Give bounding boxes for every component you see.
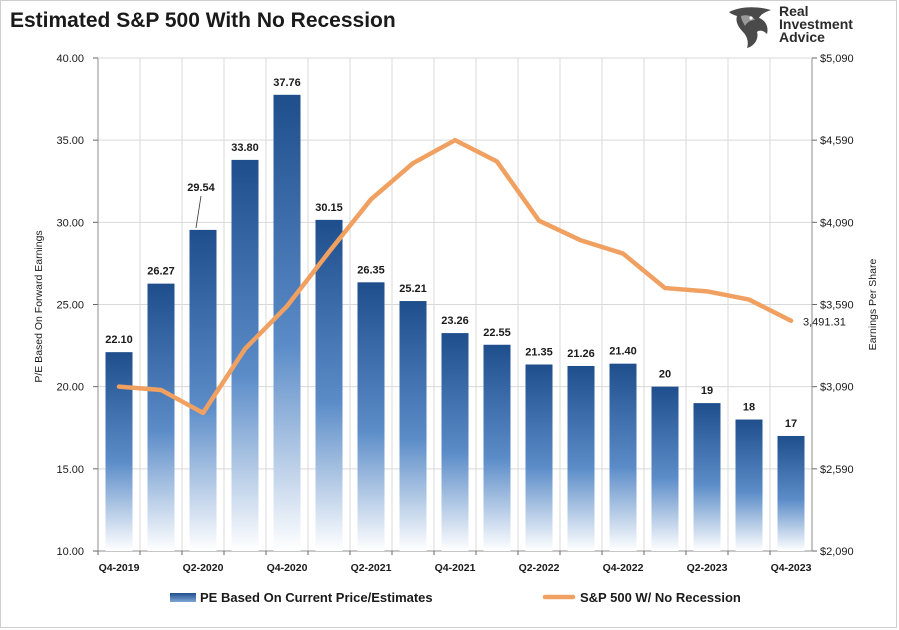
pe-bar — [315, 219, 343, 551]
y-tick-label: 40.00 — [56, 53, 84, 65]
bar-data-labels: 22.10 26.27 29.54 33.80 37.76 30.15 26.35 25.21… — [105, 77, 797, 430]
pe-bar — [483, 344, 511, 551]
sp500-line — [116, 137, 794, 416]
bar-data-label: 21.35 — [525, 346, 553, 358]
data-label-leader — [195, 195, 202, 228]
bar-data-label: 26.35 — [357, 264, 385, 276]
legend: PE Based On Current Price/Estimates S&P 5… — [170, 590, 741, 605]
x-tick-label: Q2-2023 — [687, 562, 728, 574]
bar-data-label: 23.26 — [441, 315, 469, 327]
pe-bar — [105, 352, 133, 551]
y-tick-label: 30.00 — [56, 217, 84, 229]
bar-data-label: 22.10 — [105, 334, 133, 346]
pe-bar — [567, 365, 595, 551]
bar-data-label: 26.27 — [147, 266, 175, 278]
x-tick-label: Q4-2022 — [603, 562, 644, 574]
brand-logo: Real Investment Advice — [727, 4, 887, 50]
pe-bar — [735, 419, 763, 551]
bar-data-label: 37.76 — [273, 77, 301, 89]
x-tick-label: Q2-2022 — [519, 562, 560, 574]
x-tick-label: Q2-2020 — [183, 562, 224, 574]
axes: 10.00 15.00 20.00 25.00 30.00 35.00 40.00 $2,09… — [33, 53, 879, 574]
y-tick-label: 20.00 — [56, 382, 84, 394]
bar-data-label: 29.54 — [187, 182, 215, 194]
line-end-label: 3,491.31 — [803, 317, 846, 329]
pe-bar — [693, 403, 721, 551]
legend-line-label: S&P 500 W/ No Recession — [580, 590, 741, 605]
x-tick-label: Q4-2019 — [99, 562, 140, 574]
bar-data-label: 17 — [785, 418, 797, 430]
legend-bar-label: PE Based On Current Price/Estimates — [200, 590, 433, 605]
bar-data-label: 19 — [701, 385, 713, 397]
line-series: 3,491.31 — [116, 137, 846, 416]
legend-bar-swatch — [170, 593, 196, 602]
bar-data-label: 25.21 — [399, 283, 427, 295]
brand-line-2: Investment — [779, 16, 853, 32]
pe-bar — [357, 282, 385, 551]
brand-name: Real Investment Advice — [779, 3, 853, 45]
chart-title: Estimated S&P 500 With No Recession — [10, 9, 396, 32]
y-axis-title: P/E Based On Forward Earnings — [33, 230, 45, 382]
pe-bar — [777, 435, 805, 551]
bar-data-label: 21.40 — [609, 346, 637, 358]
bar-data-label: 18 — [743, 402, 755, 414]
y2-tick-label: $2,590 — [820, 464, 854, 476]
pe-bar — [231, 159, 259, 552]
y-tick-label: 35.00 — [56, 135, 84, 147]
pe-bar — [399, 301, 427, 551]
eagle-icon — [729, 7, 771, 48]
y2-tick-label: $3,090 — [820, 382, 854, 394]
brand-line-3: Advice — [779, 29, 825, 45]
bar-data-label: 21.26 — [567, 348, 595, 360]
y2-tick-label: $4,090 — [820, 217, 854, 229]
y2-tick-label: $5,090 — [820, 53, 854, 65]
y-tick-label: 25.00 — [56, 300, 84, 312]
pe-bar — [441, 333, 469, 551]
bar-data-label: 30.15 — [315, 202, 343, 214]
y2-tick-label: $3,590 — [820, 300, 854, 312]
x-tick-label: Q2-2021 — [351, 562, 392, 574]
y2-axis-title: Earnings Per Share — [867, 259, 879, 351]
x-tick-label: Q4-2023 — [771, 562, 812, 574]
y-tick-label: 10.00 — [56, 546, 84, 558]
brand-line-1: Real — [779, 3, 809, 19]
pe-bar — [609, 363, 637, 551]
x-tick-label: Q4-2020 — [267, 562, 308, 574]
bar-data-label: 22.55 — [483, 327, 511, 339]
pe-bar — [273, 94, 301, 551]
bar-series — [105, 94, 805, 552]
pe-bar — [147, 283, 175, 551]
y-tick-label: 15.00 — [56, 464, 84, 476]
y2-tick-label: $2,090 — [820, 546, 854, 558]
y2-tick-label: $4,590 — [820, 135, 854, 147]
pe-bar — [525, 364, 553, 551]
bar-data-label: 20 — [659, 369, 671, 381]
pe-bar — [189, 229, 217, 551]
pe-bar — [651, 386, 679, 551]
bar-data-label: 33.80 — [231, 142, 259, 154]
x-tick-label: Q4-2021 — [435, 562, 476, 574]
